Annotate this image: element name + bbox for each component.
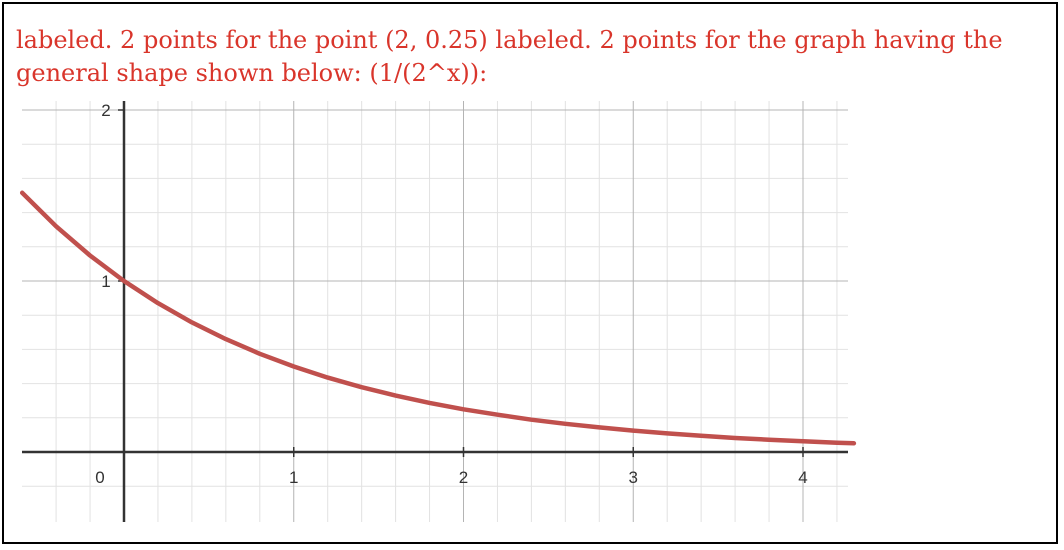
axes — [22, 101, 848, 522]
tick-marks — [118, 109, 804, 457]
y-tick-label: 1 — [101, 272, 110, 291]
x-tick-label: 4 — [798, 468, 807, 487]
series-line-exponential-decay — [19, 190, 857, 446]
x-tick-label: 1 — [289, 468, 298, 487]
figure-frame — [2, 2, 1058, 544]
major-grid — [22, 101, 848, 522]
caption-line-1: labeled. 2 points for the point (2, 0.25… — [16, 26, 1003, 54]
x-tick-label: 0 — [95, 468, 104, 487]
caption-text: labeled. 2 points for the point (2, 0.25… — [16, 24, 1046, 90]
x-tick-label: 3 — [629, 468, 638, 487]
tick-labels: 0 1 2 3 4 1 2 — [95, 101, 807, 487]
x-tick-label: 2 — [459, 468, 468, 487]
minor-grid — [22, 101, 848, 522]
curve-layer — [19, 190, 857, 446]
y-tick-label: 2 — [101, 101, 110, 120]
caption-line-2: general shape shown below: (1/(2^x)): — [16, 59, 488, 87]
